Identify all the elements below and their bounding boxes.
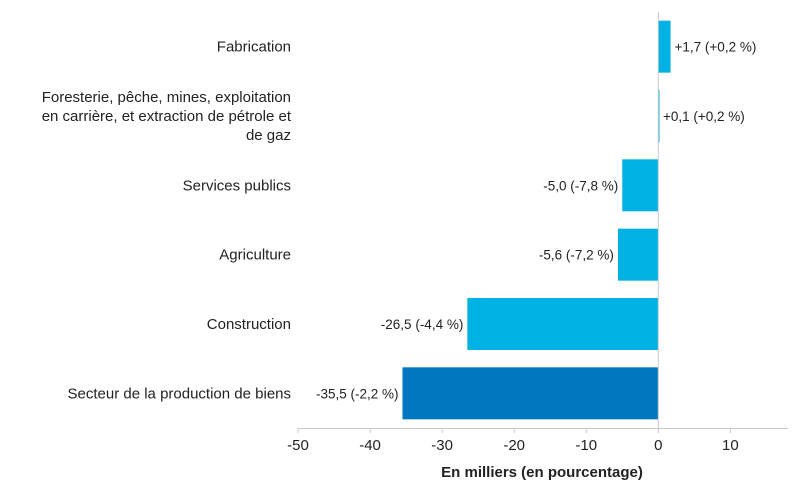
value-label-1: +0,1 (+0,2 %) [663,109,745,124]
category-label-2: Services publics [183,177,291,194]
x-axis: -50 -40 -30 -20 -10 0 10 [287,12,788,454]
category-label-1: Foresterie, pêche, mines, exploitation en… [42,89,292,144]
value-label-4: -26,5 (-4,4 %) [381,317,464,332]
value-label-3: -5,6 (-7,2 %) [539,248,614,263]
bar-5 [402,367,659,420]
bar-0 [658,20,671,73]
value-labels: +1,7 (+0,2 %) +0,1 (+0,2 %) -5,0 (-7,8 %) -… [316,40,756,402]
x-axis-title: En milliers (en pourcentage) [441,464,643,481]
value-label-0: +1,7 (+0,2 %) [675,40,757,55]
x-tick-label-5: 0 [654,437,662,454]
x-tick-label-2: -30 [431,437,453,454]
bar-1 [658,90,660,142]
x-tick-label-6: 10 [722,437,739,454]
category-label-3: Agriculture [219,247,291,264]
value-label-2: -5,0 (-7,8 %) [543,178,618,193]
category-labels: Fabrication Foresterie, pêche, mines, exp… [42,39,292,403]
bar-3 [617,228,659,281]
bar-4 [467,298,659,350]
category-label-4: Construction [207,316,291,333]
x-tick-label-4: -10 [575,437,597,454]
x-tick-label-0: -50 [287,437,309,454]
bars [402,20,671,420]
bar-2 [622,159,659,212]
value-label-5: -35,5 (-2,2 %) [316,386,399,401]
x-tick-label-3: -20 [503,437,525,454]
category-label-0: Fabrication [217,39,291,56]
x-tick-label-1: -40 [359,437,381,454]
category-label-5: Secteur de la production de biens [68,385,291,402]
